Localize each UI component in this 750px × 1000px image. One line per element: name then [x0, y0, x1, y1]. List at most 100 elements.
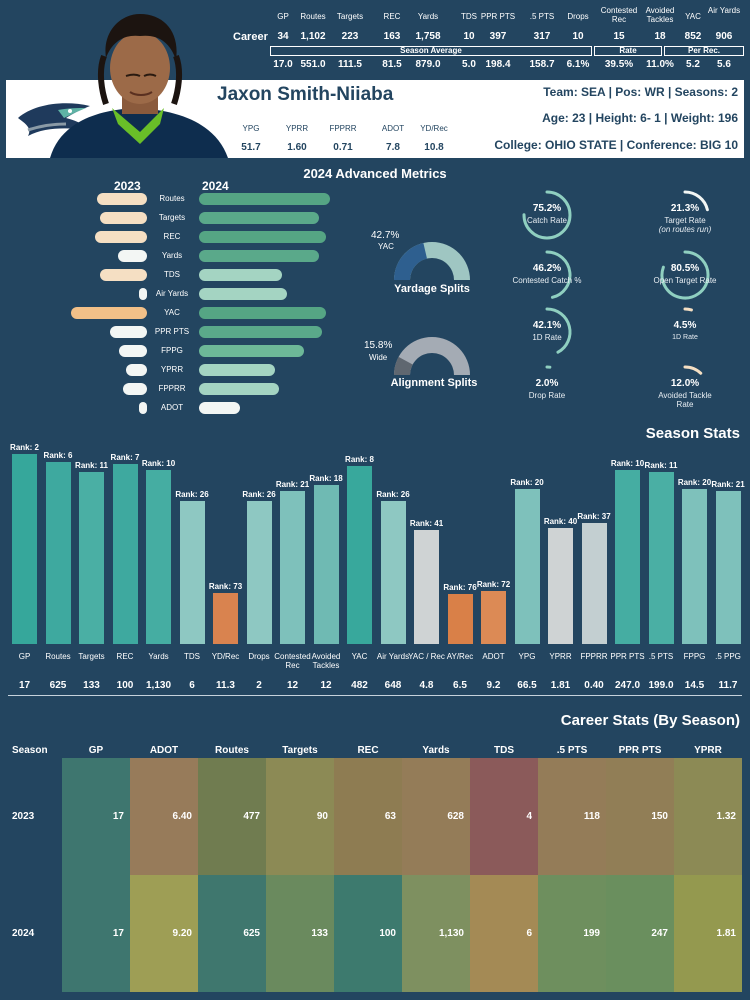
- yardage-splits-gauge: [394, 242, 470, 280]
- header-average-value: 111.5: [338, 59, 362, 70]
- header-col-value: 852: [684, 31, 702, 42]
- header-col-value: 10: [463, 31, 475, 42]
- career-season: 2024: [12, 928, 35, 939]
- season-category-label: YPRR: [549, 652, 572, 661]
- season-bar: [146, 469, 171, 644]
- alignment-splits-gauge: [394, 337, 470, 375]
- college-info: College: OHIO STATE | Conference: BIG 10: [494, 138, 738, 152]
- season-bar: [79, 471, 104, 644]
- bar-2024: [199, 364, 275, 376]
- career-header: YPRR: [694, 745, 722, 756]
- career-header: .5 PTS: [556, 745, 588, 756]
- season-average-band: Season Average: [270, 46, 592, 56]
- circle-stat-sublabel: (on routes run): [658, 225, 712, 234]
- yardage-title: Yardage Splits: [394, 283, 470, 295]
- season-category-label: ADOT: [482, 652, 505, 661]
- metric-label: Air Yards: [155, 289, 189, 298]
- season-rank-label: Rank: 37: [577, 511, 611, 521]
- season-category-label: FPPG: [683, 652, 706, 661]
- career-header: ADOT: [149, 745, 179, 756]
- season-rank-label: Rank: 21: [275, 480, 310, 490]
- season-category-label: Targets: [78, 652, 105, 661]
- season-category-label: Yards: [148, 652, 169, 661]
- bar-2024: [199, 345, 305, 357]
- career-header: Season: [12, 745, 48, 756]
- season-value: 12: [320, 680, 332, 691]
- header-col-value: 1,758: [415, 31, 441, 42]
- season-category-label: YD/Rec: [211, 652, 240, 661]
- per-rec-band: Per Rec.: [664, 46, 744, 56]
- bar-2024: [199, 326, 322, 338]
- season-bar: [481, 591, 506, 644]
- metric-label: FPPG: [161, 346, 183, 355]
- metric-label: ADOT: [160, 403, 184, 412]
- circle-stat-value: 75.2%: [532, 203, 562, 214]
- season-value: 66.5: [517, 680, 537, 691]
- career-cell: 90: [266, 758, 334, 875]
- career-cell: 6: [470, 875, 538, 992]
- season-rank-label: Rank: 26: [242, 490, 276, 499]
- header-average-value: 17.0: [273, 59, 293, 70]
- player-metric-label: YPG: [242, 124, 260, 133]
- bar-2023: [139, 288, 147, 300]
- bar-2024: [199, 231, 327, 243]
- season-bar: [112, 463, 138, 644]
- career-cell: 247: [606, 875, 674, 992]
- career-label: Career: [233, 31, 268, 43]
- bar-2023: [126, 364, 147, 376]
- header-average-value: 5.6: [717, 59, 731, 70]
- bar-2024: [199, 288, 287, 300]
- player-metric-value: 51.7: [241, 142, 261, 153]
- season-value: 648: [384, 680, 402, 691]
- career-cell: 4: [470, 758, 538, 875]
- circle-stat-label: 1D Rate: [672, 334, 698, 341]
- header-col-value: 397: [489, 31, 507, 42]
- year-2024-label: 2024: [202, 179, 229, 193]
- season-value: 2: [256, 680, 262, 691]
- rate-band: Rate: [594, 46, 662, 56]
- circle-stat-label: Drop Rate: [528, 391, 566, 400]
- season-rank-label: Rank: 8: [345, 454, 374, 464]
- career-cell: 63: [334, 758, 402, 875]
- season-value: 6: [189, 680, 195, 691]
- bar-2024: [199, 307, 327, 319]
- circle-gauge: [522, 190, 572, 240]
- header-col-label: Contested Rec: [600, 6, 638, 24]
- career-cell: 477: [198, 758, 266, 875]
- career-cell: 100: [334, 875, 402, 992]
- player-metric-label: YD/Rec: [420, 124, 448, 133]
- season-rank-label: Rank: 21: [711, 480, 745, 490]
- season-value: 482: [351, 680, 368, 691]
- season-category-label: YPG: [518, 652, 536, 661]
- season-value: 12: [286, 680, 299, 691]
- bar-2023: [95, 231, 147, 243]
- header-col-label: REC: [383, 12, 401, 21]
- bar-2023: [123, 383, 147, 395]
- season-rank-label: Rank: 18: [309, 474, 343, 484]
- circle-stat-label: Open Target Rate: [653, 276, 717, 285]
- header-col-label: Drops: [567, 12, 589, 21]
- header-col-value: 10: [572, 31, 584, 42]
- season-bar: [682, 489, 707, 644]
- bar-2024: [199, 193, 331, 205]
- season-category-label: .5 PTS: [648, 652, 674, 661]
- season-bar: [213, 593, 238, 644]
- alignment-pct: 15.8%: [364, 340, 393, 351]
- season-bar: [615, 469, 640, 644]
- circle-stat-value: 80.5%: [670, 263, 700, 274]
- season-category-label: Air Yards: [376, 652, 410, 661]
- player-metric-value: 7.8: [386, 142, 400, 153]
- header-col-value: 34: [277, 31, 289, 42]
- metric-label: TDS: [164, 270, 180, 279]
- season-rank-label: Rank: 11: [644, 460, 678, 470]
- season-value: 11.3: [216, 680, 235, 691]
- career-cell: 628: [402, 758, 470, 875]
- circle-gauge: [683, 365, 703, 375]
- season-value: 9.2: [486, 680, 501, 691]
- career-header: PPR PTS: [618, 745, 662, 756]
- bar-2024: [199, 383, 280, 395]
- header-col-value: 163: [383, 31, 401, 42]
- season-category-label: Avoided Tackles: [311, 652, 341, 670]
- season-rank-label: Rank: 41: [409, 519, 444, 529]
- season-bar: [548, 528, 573, 644]
